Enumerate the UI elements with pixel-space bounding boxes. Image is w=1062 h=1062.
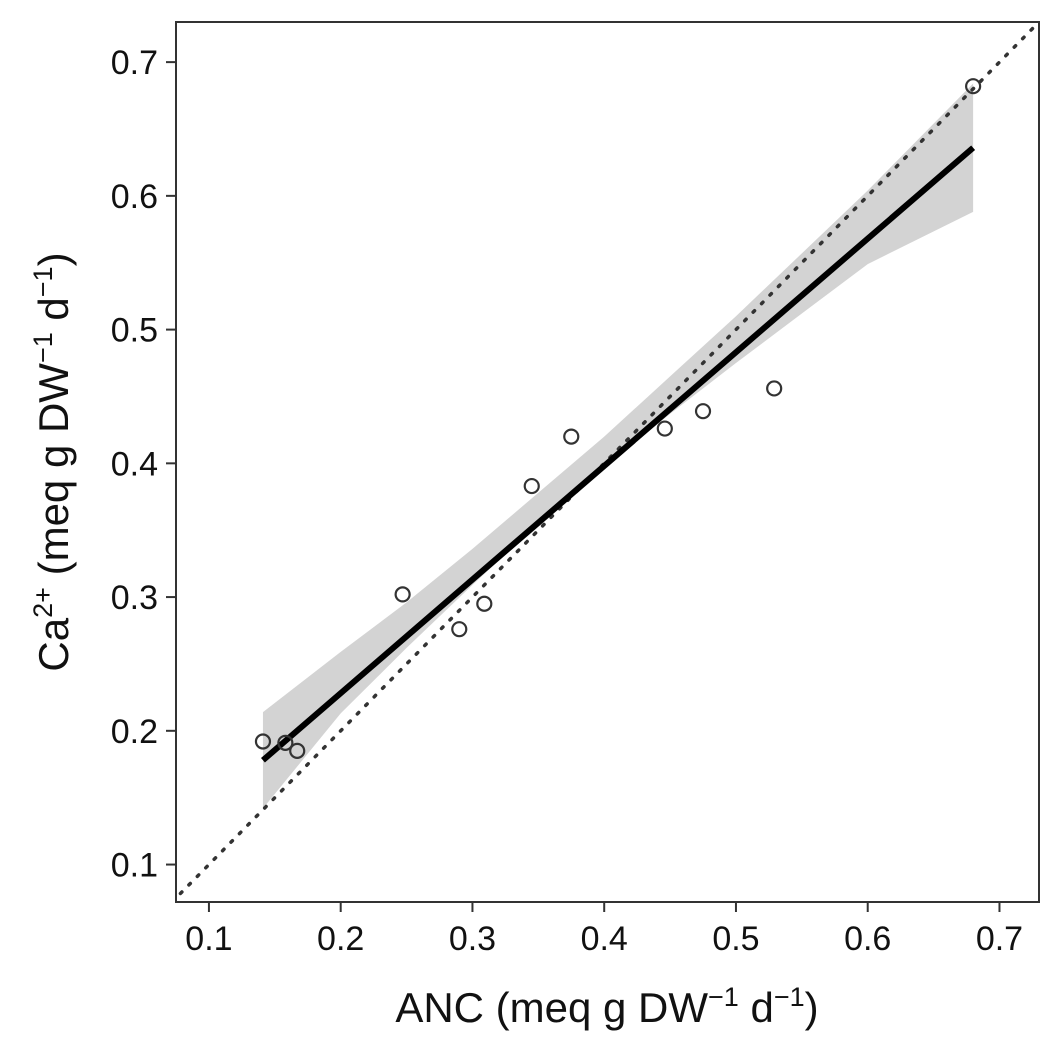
x-tick-label: 0.3 (449, 920, 496, 958)
y-tick-label: 0.5 (111, 312, 158, 350)
data-point (656, 420, 673, 437)
x-axis: 0.1 0.2 0.3 0.4 0.5 0.6 0.7 (185, 902, 1023, 958)
y-tick-label: 0.1 (111, 847, 158, 885)
data-point (476, 595, 493, 612)
y-tick-label: 0.7 (111, 44, 158, 82)
y-tick-label: 0.6 (111, 178, 158, 216)
data-point (694, 403, 712, 420)
y-tick-label: 0.4 (111, 445, 158, 483)
data-points (254, 78, 982, 759)
x-tick-label: 0.7 (976, 920, 1023, 958)
x-axis-title: ANC (meq g DW−1 d−1) (395, 982, 818, 1031)
plot-frame (175, 21, 1040, 903)
data-point (766, 380, 783, 397)
y-tick-label: 0.3 (111, 579, 158, 617)
plot-area (176, 22, 1039, 901)
confidence-band (262, 83, 974, 809)
data-point (523, 477, 540, 495)
y-tick-label: 0.2 (111, 713, 158, 751)
x-tick-label: 0.6 (844, 920, 891, 958)
x-tick-label: 0.1 (185, 920, 232, 958)
data-point (451, 621, 468, 638)
y-axis-title: Ca2+ (meq g DW−1 d−1) (28, 252, 77, 671)
data-point (277, 734, 294, 751)
x-tick-label: 0.4 (581, 920, 628, 958)
x-tick-label: 0.5 (712, 920, 759, 958)
data-point (289, 742, 306, 759)
y-axis: 0.1 0.2 0.3 0.4 0.5 0.6 0.7 (111, 44, 176, 885)
data-point (254, 733, 272, 750)
data-point (394, 586, 411, 603)
regression-fit-line (260, 145, 976, 763)
x-tick-label: 0.2 (317, 920, 364, 958)
identity-reference-line (176, 22, 1039, 901)
data-point (965, 78, 982, 95)
data-point (563, 428, 580, 445)
